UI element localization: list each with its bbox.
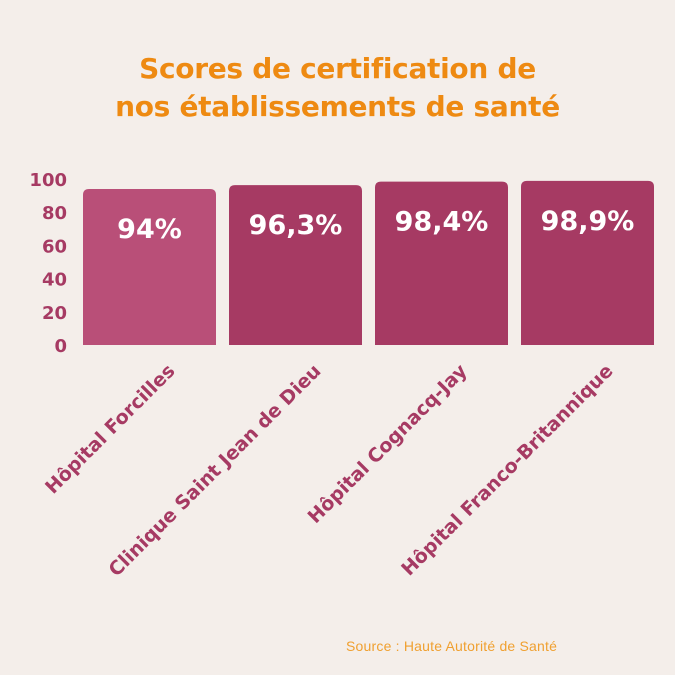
bar-value-label-2: 96,3% (249, 210, 343, 241)
y-tick-label-20: 20 (42, 303, 67, 324)
y-tick-label-80: 80 (42, 203, 67, 224)
y-tick-label-100: 100 (29, 170, 67, 191)
y-tick-label-60: 60 (42, 236, 67, 257)
bar-value-label-4: 98,9% (541, 206, 635, 237)
chart-title-line-1: Scores de certification de (139, 52, 536, 85)
source-note: Source : Haute Autorité de Santé (346, 638, 558, 654)
y-tick-label-40: 40 (42, 270, 67, 291)
bar-value-label-3: 98,4% (395, 207, 489, 238)
chart-title: Scores de certification de nos établisse… (0, 50, 675, 126)
bar-value-label-1: 94% (117, 214, 182, 245)
chart-title-line-2: nos établissements de santé (115, 90, 560, 123)
y-axis: 0 20 40 60 80 100 (29, 170, 67, 357)
bar-1 (83, 188, 216, 345)
x-tick-label-3: Hôpital Cognacq-Jay (304, 360, 472, 528)
bar-3 (375, 181, 508, 345)
x-tick-label-1: Hôpital Forcilles (41, 360, 179, 498)
y-tick-label-0: 0 (54, 336, 67, 357)
bars: 94% 96,3% 98,4% 98,9% (83, 180, 654, 345)
bar-2 (229, 185, 362, 345)
bar-4 (521, 180, 654, 345)
